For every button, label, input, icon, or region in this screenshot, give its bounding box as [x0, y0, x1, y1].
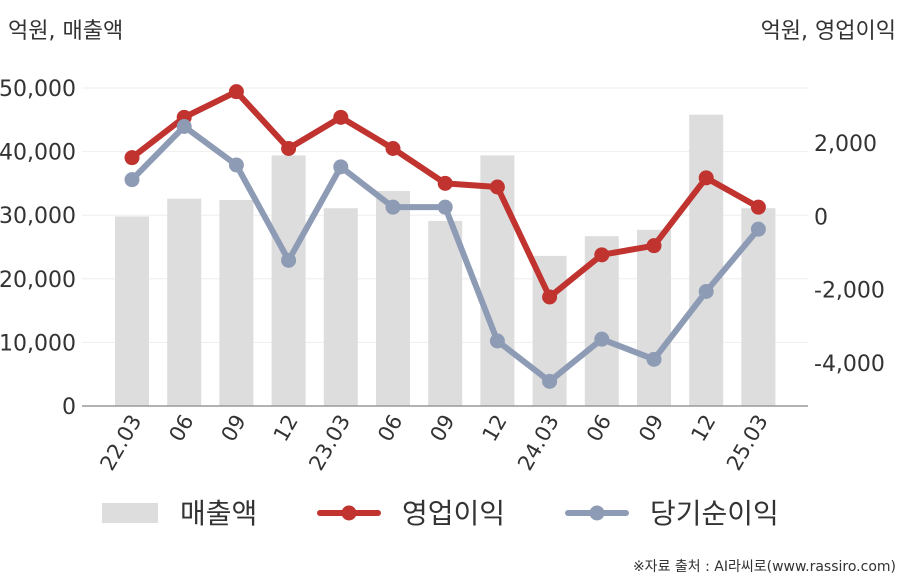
left-axis-unit: 억원, 매출액: [8, 19, 123, 44]
source-note: ※자료 출처 : AI라씨로(www.rassiro.com): [633, 559, 896, 575]
left-tick-label: 50,000: [0, 77, 76, 102]
legend-label-operating: 영업이익: [402, 497, 505, 530]
series-1-point-9: [594, 247, 610, 263]
left-tick-label: 30,000: [0, 204, 76, 229]
series-2-point-4: [333, 159, 349, 175]
series-2-point-1: [176, 119, 192, 134]
x-tick-label: 12: [269, 411, 303, 446]
series-2-point-8: [542, 373, 558, 389]
x-tick-label: 09: [217, 411, 251, 446]
series-2-point-0: [124, 172, 140, 188]
legend-label-net: 당기순이익: [650, 497, 779, 530]
series-2-point-3: [281, 252, 297, 268]
x-tick-label: 06: [164, 411, 198, 446]
x-tick-label: 12: [686, 411, 720, 446]
right-tick-label: -4,000: [814, 352, 885, 377]
grid: [82, 87, 808, 343]
series-1-point-10: [646, 238, 662, 254]
left-tick-label: 10,000: [0, 331, 76, 356]
series-2-point-11: [698, 284, 714, 299]
series-2-point-12: [750, 221, 766, 237]
bar-2: [219, 199, 254, 406]
x-tick-label: 06: [582, 411, 616, 446]
series-1-point-4: [333, 109, 349, 125]
series-2-point-2: [228, 157, 244, 173]
bar-5: [376, 191, 410, 406]
series-1-point-7: [489, 179, 505, 195]
x-tick-label: 22.03: [95, 411, 146, 475]
series-1-point-5: [385, 141, 401, 156]
line-series: [124, 84, 766, 389]
series-1-point-8: [542, 289, 558, 305]
series-2-point-5: [385, 199, 401, 215]
series-1-point-0: [124, 150, 140, 166]
x-tick-label: 25.03: [722, 411, 773, 475]
series-2-point-10: [646, 351, 662, 367]
x-tick-label: 12: [478, 411, 512, 446]
right-axis-unit: 억원, 영업이익: [761, 19, 896, 44]
series-2-point-6: [437, 199, 453, 215]
x-tick-label: 24.03: [513, 411, 564, 475]
series-1-point-3: [281, 141, 297, 156]
x-tick-label: 06: [373, 411, 407, 446]
legend-swatch-net-marker: [589, 505, 605, 521]
x-tick-label: 09: [425, 411, 459, 446]
series-2-point-7: [489, 333, 505, 349]
x-tick-label: 09: [634, 411, 668, 446]
legend: 매출액 영업이익 당기순이익: [102, 497, 779, 530]
right-tick-label: 2,000: [814, 132, 877, 157]
left-tick-label: 0: [62, 395, 76, 420]
series-1-point-11: [698, 170, 714, 186]
right-tick-label: 0: [814, 205, 828, 230]
bar-series: [115, 114, 776, 406]
series-1-point-2: [228, 84, 244, 100]
bar-11: [689, 114, 724, 406]
legend-label-sales: 매출액: [180, 497, 257, 530]
axes: 0 10,000 20,000 30,000 40,000 50,000 -4,000 -2,…: [0, 77, 885, 475]
x-tick-label: 23.03: [304, 411, 355, 475]
series-1-point-12: [750, 199, 766, 215]
legend-swatch-operating-marker: [341, 505, 357, 521]
series-1-point-6: [437, 175, 453, 191]
bar-10: [637, 229, 671, 406]
left-tick-label: 40,000: [0, 141, 76, 166]
bar-7: [480, 155, 515, 406]
bar-1: [167, 198, 202, 406]
bar-6: [428, 220, 463, 406]
left-tick-label: 20,000: [0, 268, 76, 293]
bar-12: [741, 208, 776, 406]
bar-0: [115, 216, 149, 406]
bar-3: [271, 155, 306, 406]
series-2-point-9: [594, 331, 610, 347]
bar-4: [323, 208, 358, 406]
legend-swatch-sales: [102, 503, 158, 523]
right-tick-label: -2,000: [814, 279, 885, 304]
